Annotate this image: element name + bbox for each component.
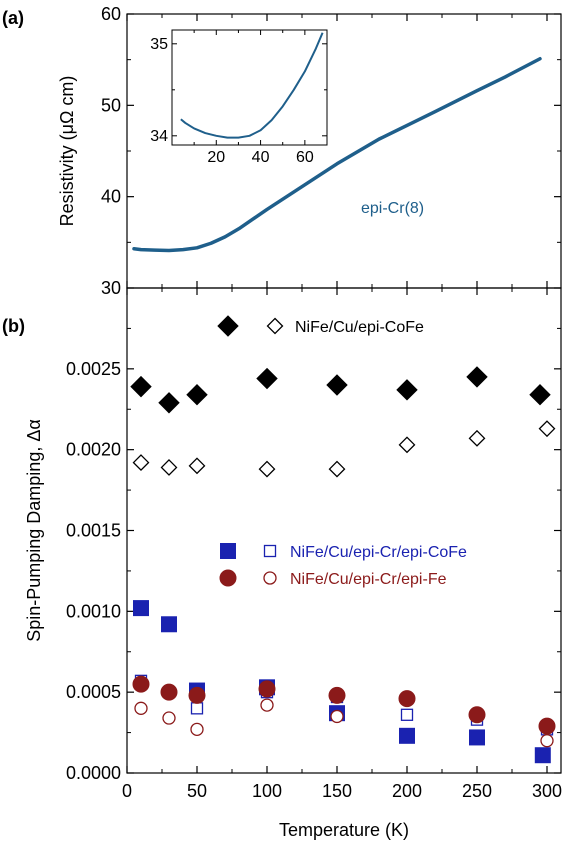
legend-cofe-label: NiFe/Cu/epi-Cr/epi-CoFe [290, 544, 467, 561]
panel-a-ytick-label: 30 [101, 278, 121, 298]
data-point-diamond-open [160, 459, 178, 476]
legend-fe-label: NiFe/Cu/epi-Cr/epi-Fe [290, 571, 447, 588]
data-point-diamond-open [538, 420, 556, 438]
legend-cofe-marker-open [263, 544, 277, 558]
data-point-diamond-open [188, 457, 206, 475]
data-point-circle-filled [398, 690, 416, 708]
panel-a-ytick-label: 60 [101, 4, 121, 24]
data-point-circle-filled [328, 686, 346, 704]
inset-frame [171, 29, 328, 146]
legend-top-label: NiFe/Cu/epi-CoFe [295, 319, 424, 336]
data-point-square-filled [469, 729, 485, 746]
data-point-circle-open [330, 709, 344, 724]
panel-b-ytick-label: 0.0010 [66, 601, 121, 621]
panel-b-xtick-label: 50 [187, 781, 207, 801]
data-point-square-filled [399, 727, 415, 744]
data-point-diamond-filled [158, 392, 180, 414]
data-point-circle-open [134, 701, 148, 715]
data-point-diamond-filled [326, 374, 348, 396]
data-point-circle-filled [538, 717, 556, 735]
data-point-circle-open [260, 698, 274, 712]
data-point-diamond-filled [256, 367, 278, 390]
panel-b-xtick-label: 100 [252, 781, 282, 801]
legend-top-marker-filled [217, 315, 239, 337]
panel-b-ytick-label: 0.0025 [66, 359, 121, 379]
inset-xtick-label: 60 [296, 149, 314, 166]
panel-b-ytick-label: 0.0005 [66, 682, 121, 702]
data-point-circle-open [540, 734, 554, 748]
panel-b-xtick-label: 0 [122, 781, 132, 801]
panel-b-xtick-label: 150 [322, 781, 352, 801]
data-point-diamond-open [258, 460, 276, 478]
legend-cofe-marker-filled [220, 543, 236, 559]
data-point-circle-open [190, 722, 204, 736]
panel-b-label: (b) [2, 316, 25, 336]
data-point-square-filled [133, 600, 149, 617]
data-point-diamond-filled [396, 379, 418, 401]
inset-xtick-label: 20 [207, 149, 225, 166]
panel-a-ytick-label: 40 [101, 187, 121, 207]
data-point-circle-open [162, 711, 176, 725]
inset-series-line [180, 32, 324, 139]
legend-fe-marker-open [263, 571, 277, 585]
data-point-square-filled [534, 747, 551, 764]
data-point-circle-filled [132, 675, 150, 693]
panel-b-xtick-label: 300 [532, 781, 562, 801]
inset-ytick-label: 34 [150, 128, 168, 145]
panel-b-xtick-label: 200 [392, 781, 422, 801]
panel-a-inset-chart: 34 35 20 40 60 [150, 29, 328, 166]
panel-b-ytick-label: 0.0000 [66, 763, 121, 783]
panel-b-xtick-label: 250 [462, 781, 492, 801]
panel-a-label: (a) [2, 8, 24, 28]
data-point-diamond-open [328, 460, 346, 478]
data-point-diamond-filled [529, 383, 551, 406]
panel-b-ylabel: Spin-Pumping Damping, Δα [24, 419, 44, 642]
data-point-circle-filled [160, 683, 178, 701]
panel-b-xlabel: Temperature (K) [279, 820, 409, 840]
data-point-circle-filled [468, 706, 486, 724]
data-point-square-open [400, 708, 414, 721]
panel-b-chart: 0.0000 0.0005 0.0010 0.0015 0.0020 0.0025 0 50 1… [24, 287, 562, 840]
legend-fe-marker-filled [219, 569, 237, 587]
inset-xtick-label: 40 [252, 149, 270, 166]
data-point-diamond-open [132, 454, 150, 472]
data-point-square-filled [161, 616, 177, 633]
panel-a-series-line [132, 57, 542, 253]
data-point-diamond-filled [186, 383, 208, 406]
data-point-diamond-filled [130, 375, 152, 398]
panel-a-annotation: epi-Cr(8) [361, 200, 424, 217]
panel-b-ytick-label: 0.0020 [66, 440, 121, 460]
data-point-diamond-filled [466, 366, 488, 388]
data-point-diamond-open [398, 436, 416, 454]
panel-a-ytick-label: 50 [101, 95, 121, 115]
panel-b-ytick-label: 0.0015 [66, 521, 121, 541]
data-point-square-open [190, 702, 204, 715]
legend-top-marker-open [266, 317, 284, 335]
data-point-circle-filled [188, 686, 206, 704]
panel-a-ylabel: Resistivity (μΩ cm) [57, 76, 77, 227]
data-point-diamond-open [468, 429, 486, 447]
inset-ytick-label: 35 [150, 36, 168, 53]
data-point-circle-filled [258, 680, 276, 698]
